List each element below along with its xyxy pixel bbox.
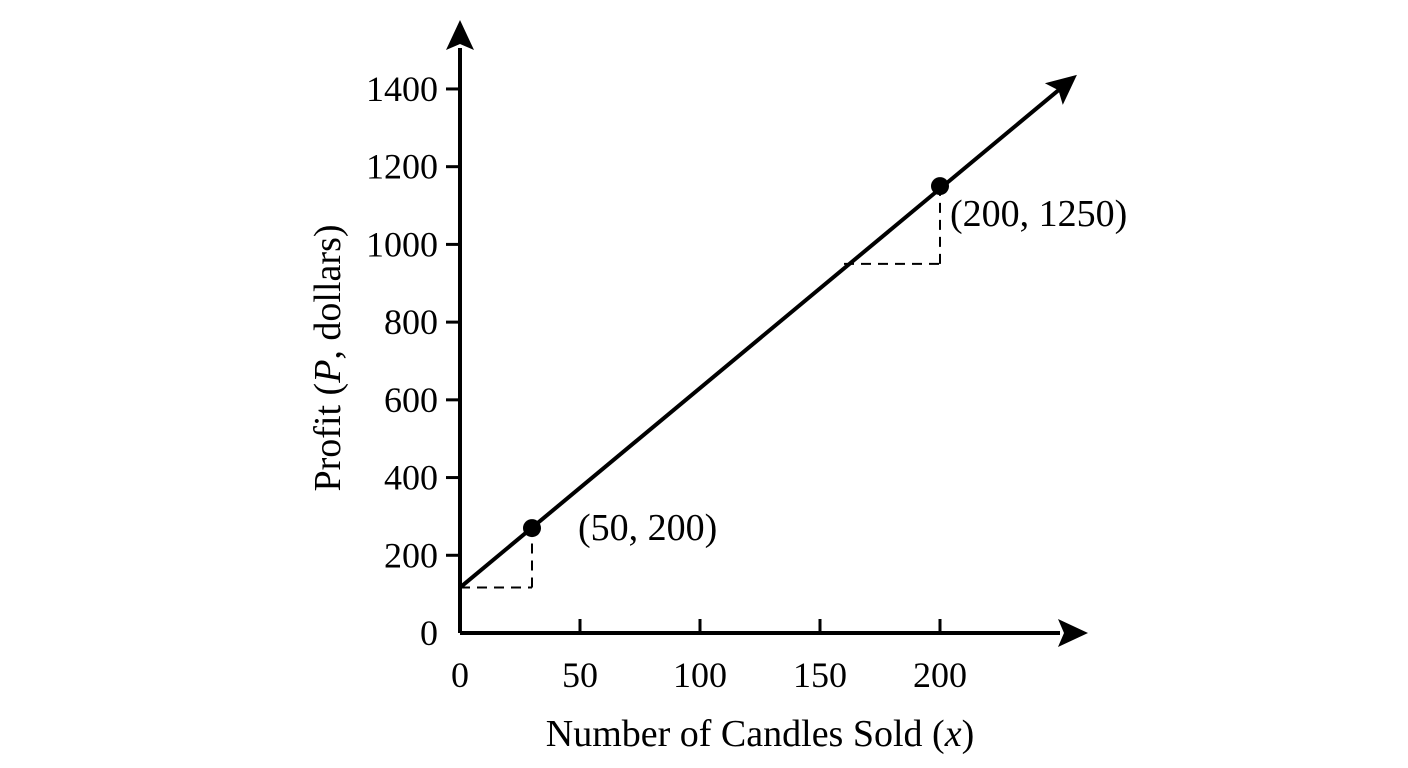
y-tick-label: 800 [384, 302, 438, 342]
slope-triangles [460, 186, 941, 589]
x-tick-label: 150 [793, 655, 847, 695]
y-tick-label: 1000 [366, 224, 438, 264]
data-point [523, 519, 541, 538]
axes [446, 20, 1088, 647]
x-axis-arrow-icon [1058, 619, 1088, 647]
y-tick-label: 200 [384, 535, 438, 575]
y-axis-arrow-icon [446, 20, 474, 50]
y-tick-label: 400 [384, 458, 438, 498]
y-tick-label: 1400 [366, 69, 438, 109]
y-ticks: 0 200 400 600 800 1000 1200 1400 [366, 69, 460, 653]
series-line [458, 87, 1062, 590]
x-ticks: 0 50 100 150 200 [451, 619, 967, 695]
data-point-label: (50, 200) [578, 507, 717, 549]
y-axis-label: Profit (P, dollars) [307, 224, 349, 491]
x-tick-label: 50 [562, 655, 598, 695]
x-tick-label: 0 [451, 655, 469, 695]
data-point [931, 177, 949, 196]
data-point-label: (200, 1250) [950, 193, 1127, 235]
series-arrow-icon [1044, 74, 1077, 105]
y-tick-label: 600 [384, 380, 438, 420]
x-tick-label: 200 [913, 655, 967, 695]
points: (50, 200) (200, 1250) [523, 177, 1127, 549]
x-tick-label: 100 [673, 655, 727, 695]
series [458, 74, 1077, 590]
y-tick-label: 0 [420, 613, 438, 653]
y-tick-label: 1200 [366, 147, 438, 187]
x-axis-label: Number of Candles Sold (x) [546, 713, 974, 755]
